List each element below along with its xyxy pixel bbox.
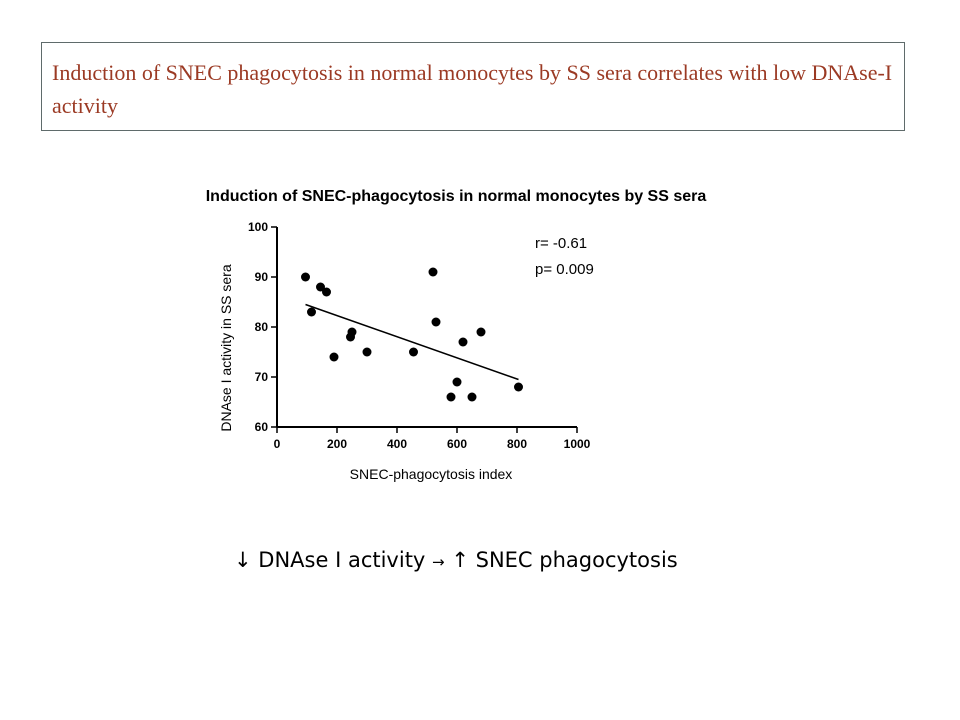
x-tick-label: 200 [327,437,347,451]
data-point [476,327,486,337]
x-ticks: 0 200 400 600 800 1000 [274,427,591,451]
y-tick-label: 70 [255,370,269,384]
x-tick-label: 800 [507,437,527,451]
data-point [431,317,441,327]
page-title: Induction of SNEC phagocytosis in normal… [52,60,893,118]
data-points [301,267,523,402]
data-point [452,377,462,387]
p-value-label: p= 0.009 [535,261,594,278]
data-point [514,382,523,392]
y-axis-label: DNAse I activity in SS sera [218,264,234,431]
r-value-label: r= -0.61 [535,235,587,252]
caption-text-phagocytosis: SNEC phagocytosis [475,548,678,572]
x-axis-label: SNEC-phagocytosis index [350,466,513,482]
data-point [307,307,316,317]
y-tick-label: 90 [255,270,269,284]
title-box: Induction of SNEC phagocytosis in normal… [41,42,905,131]
y-tick-label: 80 [255,320,269,334]
data-point [347,327,357,337]
x-tick-label: 600 [447,437,467,451]
data-point [446,392,456,402]
y-tick-label: 60 [255,420,269,434]
trend-line [305,303,519,381]
right-arrow-icon: → [432,553,445,571]
down-arrow-icon: ↓ [234,548,252,572]
data-point [458,337,468,347]
data-point [322,287,331,297]
data-point [362,347,372,357]
data-point [316,282,325,292]
data-point [329,352,339,362]
data-point [428,267,438,277]
data-point [467,392,477,402]
data-point [301,272,310,282]
y-tick-label: 100 [248,220,268,234]
x-tick-label: 400 [387,437,407,451]
data-point [409,347,418,357]
caption-text-dnase: DNAse I activity [258,548,426,572]
caption: ↓ DNAse I activity → ↑ SNEC phagocytosis [234,548,678,572]
x-tick-label: 0 [274,437,281,451]
x-tick-label: 1000 [564,437,591,451]
y-ticks: 60 70 80 90 100 [248,220,277,434]
chart-title: Induction of SNEC-phagocytosis in normal… [206,188,707,205]
up-arrow-icon: ↑ [451,548,469,572]
